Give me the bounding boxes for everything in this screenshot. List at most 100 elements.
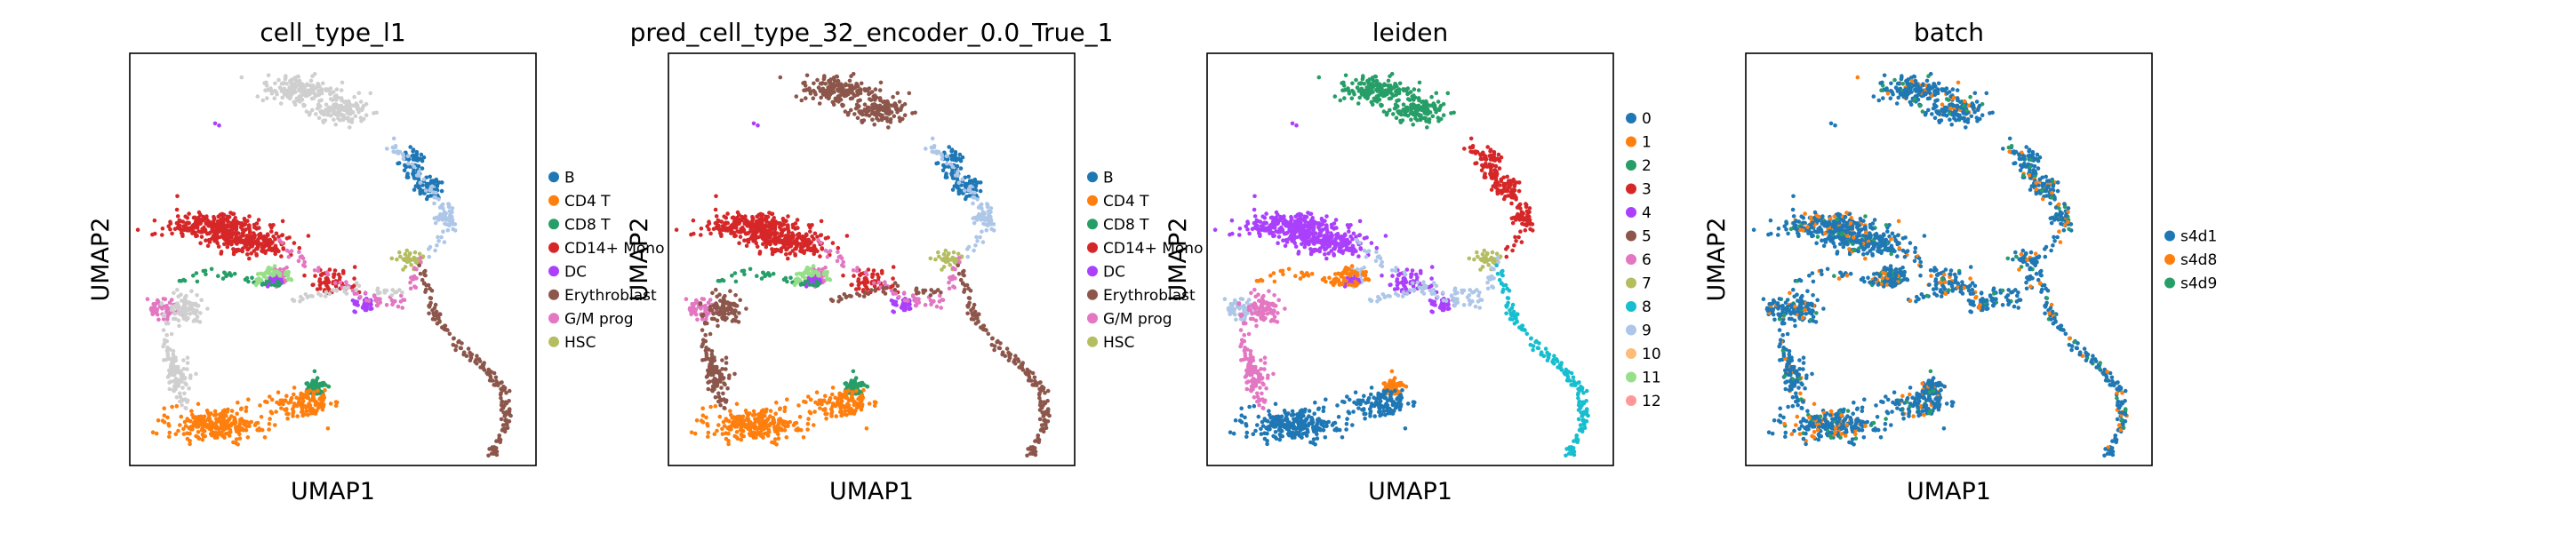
scatter-point	[989, 342, 995, 347]
scatter-point	[821, 76, 827, 82]
scatter-point	[184, 293, 188, 298]
scatter-point	[1008, 352, 1013, 357]
scatter-point	[260, 249, 264, 253]
scatter-point	[796, 235, 800, 241]
scatter-point	[801, 435, 806, 440]
scatter-point	[312, 396, 316, 402]
scatter-point	[802, 239, 807, 244]
scatter-point	[404, 256, 409, 261]
scatter-point	[164, 332, 169, 338]
scatter-point	[159, 301, 164, 306]
scatter-point	[313, 274, 317, 278]
scatter-point	[846, 388, 851, 394]
scatter-point	[705, 321, 709, 326]
scatter-point	[714, 221, 719, 226]
scatter-point	[862, 108, 867, 113]
scatter-point	[756, 430, 760, 434]
scatter-point	[772, 437, 778, 442]
legend-label: CD8 T	[564, 216, 611, 234]
scatter-point	[252, 235, 257, 241]
scatter-point	[956, 180, 962, 186]
scatter-point	[412, 284, 417, 289]
scatter-point	[727, 373, 732, 378]
scatter-point	[282, 266, 286, 272]
scatter-point	[726, 442, 731, 447]
scatter-point	[437, 216, 443, 220]
scatter-point	[174, 207, 180, 212]
scatter-point	[252, 231, 256, 235]
scatter-point	[469, 352, 475, 357]
scatter-point	[396, 149, 401, 154]
scatter-point	[196, 229, 201, 234]
scatter-point	[716, 423, 721, 427]
scatter-point	[499, 380, 503, 386]
scatter-point	[1318, 223, 1323, 227]
scatter-point	[802, 249, 807, 254]
scatter-point	[331, 90, 336, 94]
scatter-point	[276, 390, 281, 395]
panel-title: leiden	[1372, 18, 1449, 47]
scatter-point	[224, 223, 229, 227]
scatter-point	[244, 405, 249, 410]
scatter-point	[973, 243, 978, 248]
scatter-point	[843, 83, 848, 88]
legend-marker	[1087, 171, 1098, 183]
scatter-point	[439, 180, 444, 185]
scatter-point	[316, 266, 321, 270]
scatter-point	[739, 227, 743, 232]
scatter-point	[187, 426, 191, 430]
legend-marker	[1087, 313, 1098, 324]
scatter-point	[730, 420, 735, 426]
scatter-point	[1324, 225, 1329, 229]
scatter-point	[310, 107, 315, 113]
scatter-point	[352, 309, 356, 314]
scatter-point	[724, 220, 728, 226]
scatter-point	[760, 236, 765, 241]
scatter-point	[1300, 232, 1305, 237]
scatter-point	[161, 297, 166, 301]
scatter-point	[238, 407, 244, 411]
scatter-point	[213, 431, 219, 435]
scatter-point	[784, 252, 788, 257]
scatter-point	[808, 229, 812, 234]
scatter-point	[894, 106, 899, 110]
scatter-point	[774, 235, 779, 240]
scatter-point	[424, 196, 429, 202]
scatter-point	[967, 296, 972, 301]
scatter-point	[193, 231, 198, 236]
scatter-point	[263, 399, 268, 404]
scatter-point	[174, 403, 180, 409]
scatter-point	[302, 264, 308, 269]
scatter-point	[172, 368, 176, 373]
scatter-point	[161, 317, 166, 322]
scatter-point	[204, 229, 208, 234]
scatter-point	[830, 91, 835, 95]
scatter-point	[812, 410, 817, 414]
scatter-point	[273, 88, 277, 93]
scatter-point	[798, 242, 803, 246]
scatter-point	[167, 300, 172, 306]
legend-label: HSC	[564, 334, 596, 352]
scatter-point	[757, 217, 762, 222]
scatter-point	[774, 400, 779, 405]
scatter-point	[323, 118, 328, 123]
scatter-point	[1256, 227, 1260, 231]
scatter-point	[780, 230, 785, 235]
scatter-point	[950, 276, 955, 282]
scatter-point	[346, 103, 350, 108]
scatter-point	[332, 94, 338, 99]
scatter-point	[502, 427, 508, 433]
legend-label: B	[1103, 169, 1114, 187]
scatter-point	[699, 233, 703, 237]
scatter-point	[376, 291, 380, 296]
scatter-point	[1320, 242, 1324, 246]
scatter-point	[830, 402, 836, 406]
scatter-point	[287, 235, 292, 240]
scatter-point	[184, 399, 189, 404]
scatter-point	[724, 436, 729, 442]
scatter-point	[723, 301, 727, 306]
scatter-point	[204, 238, 208, 243]
scatter-point	[1277, 227, 1282, 232]
scatter-point	[165, 415, 170, 420]
scatter-point	[721, 306, 726, 311]
